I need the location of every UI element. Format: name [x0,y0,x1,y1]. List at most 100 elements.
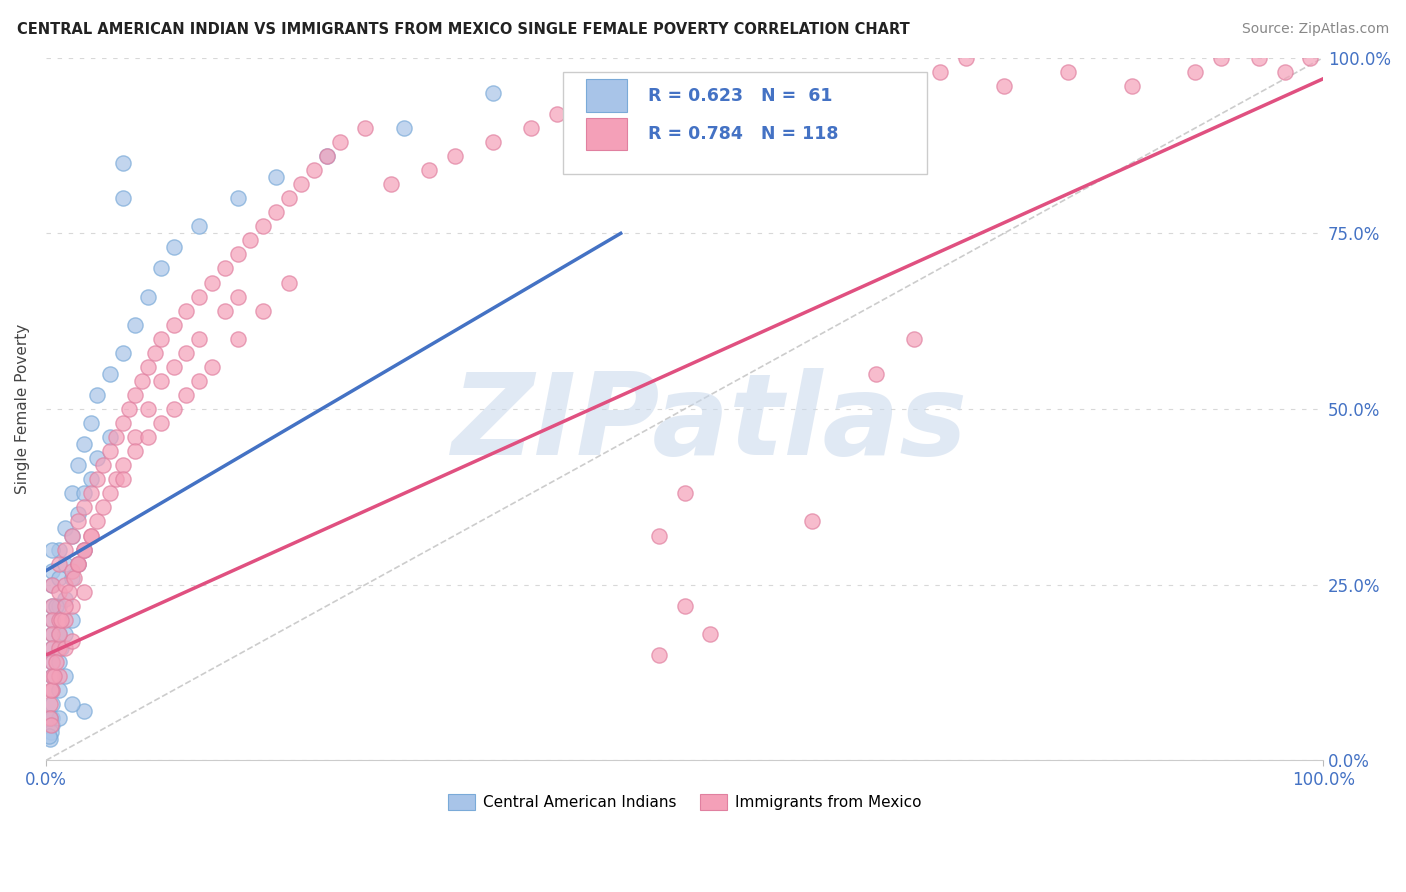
Point [98,367,121,381]
Point [48,542,70,557]
Point [45,599,67,613]
Point [53,640,76,655]
Point [39,718,62,732]
Point [41,627,63,641]
Point [41,640,63,655]
Point [124,388,146,402]
Point [136,430,159,444]
Point [60,613,83,627]
Point [105,430,128,444]
Point [53,521,76,535]
Point [571,93,593,107]
Point [201,359,224,374]
Point [73,486,96,500]
Point [163,318,186,332]
Point [73,542,96,557]
Point [648,648,671,662]
Point [38,729,60,743]
Point [41,542,63,557]
Point [188,219,211,234]
Point [48,557,70,571]
Point [41,655,63,669]
Point [118,402,141,417]
Point [316,149,339,163]
Point [1184,64,1206,78]
Point [73,542,96,557]
Point [418,163,440,178]
Point [39,725,62,739]
Point [277,276,299,290]
Point [98,486,121,500]
Point [188,332,211,346]
Point [111,346,134,360]
Point [38,711,60,725]
Text: ZIPatlas: ZIPatlas [453,368,969,479]
Point [66,557,89,571]
Point [51,613,73,627]
FancyBboxPatch shape [586,118,627,151]
Point [673,486,696,500]
Point [226,191,249,205]
Point [38,711,60,725]
Point [48,683,70,698]
Point [163,359,186,374]
Point [131,374,153,388]
Point [136,290,159,304]
Point [41,578,63,592]
Point [60,528,83,542]
Point [98,430,121,444]
Point [124,444,146,458]
Point [105,472,128,486]
Point [48,711,70,725]
Point [66,557,89,571]
Point [41,627,63,641]
Point [41,613,63,627]
Point [45,655,67,669]
Point [60,634,83,648]
Point [149,261,172,276]
Point [66,557,89,571]
Point [41,697,63,711]
Point [41,599,63,613]
Point [290,177,312,191]
Point [41,711,63,725]
Text: R = 0.784   N = 118: R = 0.784 N = 118 [648,125,838,144]
Point [143,346,166,360]
Point [41,564,63,578]
Point [380,177,402,191]
Point [48,669,70,683]
Point [648,528,671,542]
Point [53,599,76,613]
Point [699,627,721,641]
Point [801,515,824,529]
Point [53,557,76,571]
Text: Source: ZipAtlas.com: Source: ZipAtlas.com [1241,22,1389,37]
Point [53,578,76,592]
Point [42,669,65,683]
Point [252,219,274,234]
Text: R = 0.623   N =  61: R = 0.623 N = 61 [648,87,832,104]
Point [801,78,824,93]
Point [176,388,198,402]
Point [482,135,505,149]
Point [149,332,172,346]
Point [41,669,63,683]
Point [93,500,115,515]
Point [48,627,70,641]
Legend: Central American Indians, Immigrants from Mexico: Central American Indians, Immigrants fro… [441,788,928,816]
Point [79,416,101,430]
Point [673,107,696,121]
Point [39,683,62,698]
Point [1121,78,1143,93]
Point [136,359,159,374]
Point [53,669,76,683]
Point [239,233,262,247]
Point [176,303,198,318]
Point [737,93,759,107]
Point [264,205,287,219]
Point [48,613,70,627]
Point [41,683,63,698]
Point [903,332,925,346]
Point [86,515,108,529]
Point [111,156,134,170]
